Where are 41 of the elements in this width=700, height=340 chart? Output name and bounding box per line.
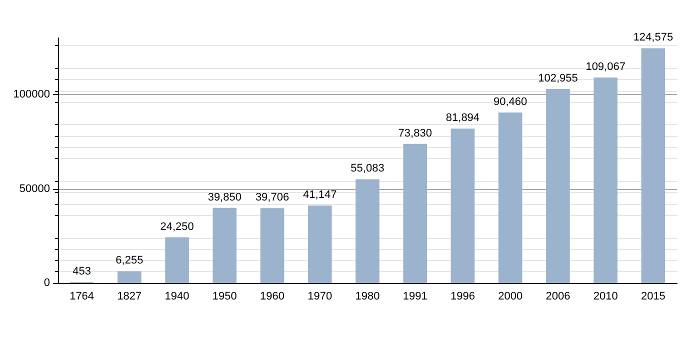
x-tick-label: 1991: [402, 290, 428, 302]
x-tick-label: 2006: [546, 290, 570, 302]
y-tick-label: 100000: [13, 88, 50, 101]
data-label: 81,894: [446, 112, 480, 124]
bar: [356, 179, 380, 283]
bar: [641, 48, 666, 283]
x-tick-label: 1980: [355, 290, 380, 302]
x-tick-label: 1940: [164, 290, 190, 302]
x-tick-label: 2010: [593, 290, 618, 302]
y-tick-label: 0: [44, 277, 50, 289]
data-label: 39,850: [208, 191, 242, 204]
data-label: 109,067: [586, 60, 626, 73]
bar: [118, 271, 142, 283]
bar: [546, 88, 570, 283]
bar: [594, 77, 618, 283]
data-label: 90,460: [494, 96, 528, 108]
bar: [212, 208, 237, 283]
x-tick-label: 2015: [640, 290, 666, 302]
data-label: 55,083: [350, 162, 384, 175]
bar: [403, 144, 428, 283]
data-label: 39,706: [255, 192, 290, 204]
data-label: 24,250: [160, 220, 194, 233]
y-tick-label: 50000: [19, 182, 50, 195]
x-tick-label: 1950: [212, 290, 237, 302]
data-label: 124,575: [633, 32, 674, 44]
x-tick-label: 1827: [117, 290, 142, 302]
x-tick-label: 2000: [498, 290, 523, 302]
data-label: 102,955: [538, 72, 578, 84]
data-label: 73,830: [398, 127, 432, 140]
bar: [450, 128, 475, 283]
data-label: 453: [72, 266, 91, 278]
x-tick-label: 1764: [70, 290, 94, 302]
x-tick-label: 1996: [450, 290, 475, 302]
x-tick-label: 1970: [308, 290, 332, 302]
bar: [498, 112, 522, 283]
bar: [165, 237, 189, 283]
x-tick-label: 1960: [260, 290, 285, 302]
data-label: 41,147: [303, 188, 337, 201]
bar: [260, 208, 284, 283]
data-label: 6,255: [116, 254, 144, 267]
bar: [308, 205, 332, 283]
